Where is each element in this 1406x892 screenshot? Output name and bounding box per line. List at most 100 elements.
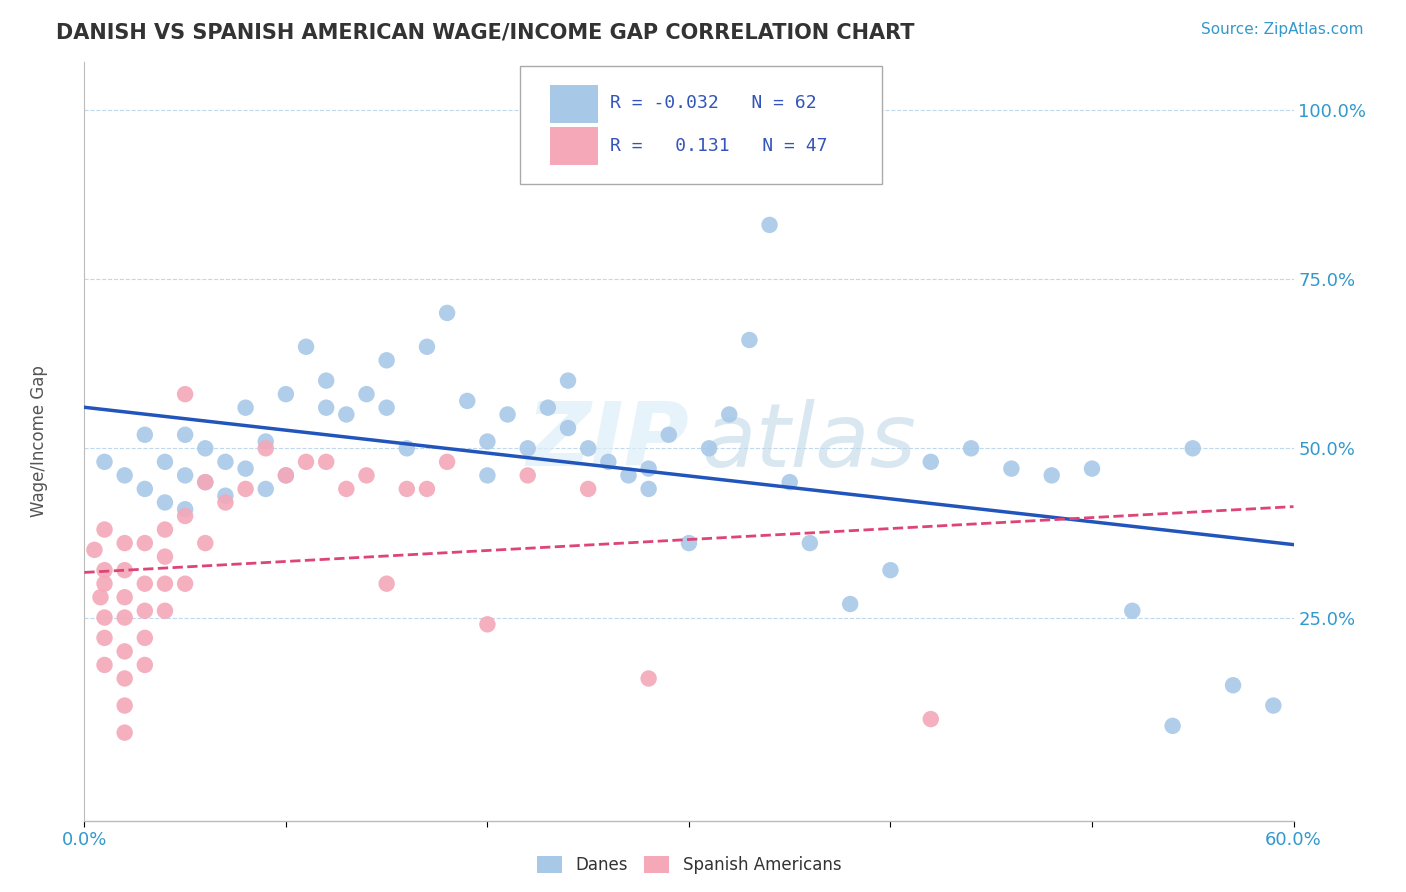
Point xyxy=(477,434,499,449)
Point xyxy=(93,455,115,469)
Point xyxy=(1222,678,1244,692)
Text: R =   0.131   N = 47: R = 0.131 N = 47 xyxy=(610,136,828,155)
Point xyxy=(194,475,217,490)
Point xyxy=(134,631,156,645)
Point xyxy=(779,475,801,490)
Point xyxy=(174,508,197,523)
Point xyxy=(416,340,439,354)
Point xyxy=(637,672,659,686)
Point xyxy=(93,576,115,591)
Point xyxy=(315,374,337,388)
Point xyxy=(758,218,780,232)
Point xyxy=(93,523,115,537)
Point xyxy=(153,495,176,509)
Point xyxy=(274,468,297,483)
Point xyxy=(235,401,257,415)
Point xyxy=(214,495,236,509)
Point xyxy=(174,502,197,516)
FancyBboxPatch shape xyxy=(550,85,599,123)
Point xyxy=(697,442,720,456)
Point xyxy=(114,672,136,686)
Point xyxy=(153,549,176,564)
Point xyxy=(375,401,398,415)
Point xyxy=(557,374,579,388)
Point xyxy=(658,427,681,442)
Point xyxy=(356,387,378,401)
Point xyxy=(617,468,640,483)
Point xyxy=(537,401,560,415)
Point xyxy=(516,468,538,483)
Point xyxy=(496,408,519,422)
Point xyxy=(153,604,176,618)
Point xyxy=(477,617,499,632)
Point xyxy=(738,333,761,347)
Point xyxy=(235,482,257,496)
Point xyxy=(436,306,458,320)
Point xyxy=(576,442,599,456)
Point xyxy=(1263,698,1285,713)
Point xyxy=(254,442,277,456)
Point xyxy=(114,610,136,624)
Point xyxy=(134,576,156,591)
Point xyxy=(1121,604,1143,618)
Text: ZIP: ZIP xyxy=(526,398,689,485)
Point xyxy=(477,468,499,483)
Point xyxy=(254,434,277,449)
Point xyxy=(114,563,136,577)
Point xyxy=(93,610,115,624)
Point xyxy=(1081,461,1104,475)
Point xyxy=(1000,461,1022,475)
Point xyxy=(375,576,398,591)
Point xyxy=(114,698,136,713)
Point xyxy=(718,408,741,422)
Point xyxy=(315,401,337,415)
Point xyxy=(295,455,318,469)
Point xyxy=(799,536,821,550)
Point xyxy=(295,340,318,354)
Point xyxy=(114,644,136,658)
Point xyxy=(960,442,983,456)
Point xyxy=(678,536,700,550)
Point xyxy=(93,563,115,577)
Point xyxy=(356,468,378,483)
Point xyxy=(598,455,620,469)
Point xyxy=(93,657,115,672)
Point xyxy=(456,393,478,408)
Point xyxy=(134,657,156,672)
Text: Source: ZipAtlas.com: Source: ZipAtlas.com xyxy=(1201,22,1364,37)
Point xyxy=(153,455,176,469)
Point xyxy=(839,597,862,611)
Point xyxy=(1040,468,1063,483)
Point xyxy=(153,523,176,537)
Point xyxy=(1181,442,1204,456)
Point xyxy=(416,482,439,496)
Point xyxy=(576,482,599,496)
Point xyxy=(174,387,197,401)
Point xyxy=(134,482,156,496)
Point xyxy=(174,576,197,591)
Point xyxy=(194,475,217,490)
Point xyxy=(134,536,156,550)
Point xyxy=(235,461,257,475)
Point xyxy=(89,591,111,605)
Point xyxy=(83,542,105,557)
Text: Wage/Income Gap: Wage/Income Gap xyxy=(30,366,48,517)
Point xyxy=(114,468,136,483)
Point xyxy=(436,455,458,469)
Point xyxy=(315,455,337,469)
FancyBboxPatch shape xyxy=(550,127,599,165)
Point xyxy=(637,461,659,475)
Point xyxy=(274,387,297,401)
Point xyxy=(194,442,217,456)
Text: R = -0.032   N = 62: R = -0.032 N = 62 xyxy=(610,94,817,112)
Point xyxy=(194,536,217,550)
Legend: Danes, Spanish Americans: Danes, Spanish Americans xyxy=(530,849,848,880)
Point xyxy=(114,725,136,739)
Point xyxy=(274,468,297,483)
Point xyxy=(214,455,236,469)
Point xyxy=(395,482,418,496)
Point xyxy=(335,482,357,496)
Point xyxy=(174,468,197,483)
Point xyxy=(153,576,176,591)
Point xyxy=(1161,719,1184,733)
